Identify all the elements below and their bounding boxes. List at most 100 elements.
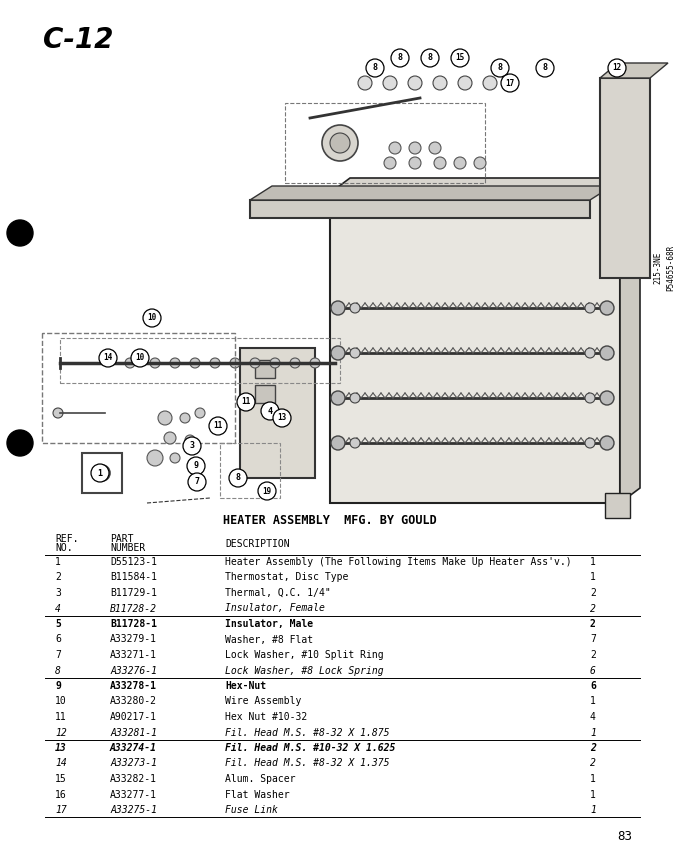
Circle shape	[483, 76, 497, 90]
Circle shape	[458, 76, 472, 90]
Circle shape	[389, 142, 401, 154]
Circle shape	[451, 49, 469, 67]
Text: A33278-1: A33278-1	[110, 681, 157, 691]
Text: A33282-1: A33282-1	[110, 774, 157, 784]
Text: Lock Washer, #10 Split Ring: Lock Washer, #10 Split Ring	[225, 650, 384, 660]
Circle shape	[350, 303, 360, 313]
Circle shape	[434, 157, 446, 169]
Circle shape	[125, 358, 135, 368]
Text: 8: 8	[498, 63, 503, 72]
Circle shape	[536, 59, 554, 77]
Text: 6: 6	[590, 681, 596, 691]
Circle shape	[258, 482, 276, 500]
Circle shape	[229, 469, 247, 487]
Circle shape	[164, 432, 176, 444]
Circle shape	[600, 301, 614, 315]
Text: B11728-1: B11728-1	[110, 619, 157, 629]
Text: Alum. Spacer: Alum. Spacer	[225, 774, 296, 784]
Text: 215-3NE
P54655-68R: 215-3NE P54655-68R	[653, 245, 675, 291]
Text: Lock Washer, #8 Lock Spring: Lock Washer, #8 Lock Spring	[225, 666, 384, 675]
Text: 13: 13	[277, 414, 287, 422]
Circle shape	[600, 436, 614, 450]
Circle shape	[185, 435, 195, 445]
Bar	[255, 360, 275, 378]
Text: 2: 2	[590, 603, 596, 613]
Circle shape	[600, 391, 614, 405]
Text: 2: 2	[590, 650, 596, 660]
Circle shape	[190, 358, 200, 368]
Bar	[255, 385, 275, 403]
Text: 10: 10	[135, 353, 145, 362]
Text: 17: 17	[55, 805, 67, 815]
Text: B11728-2: B11728-2	[110, 603, 157, 613]
Circle shape	[290, 358, 300, 368]
Circle shape	[408, 76, 422, 90]
Text: Fuse Link: Fuse Link	[225, 805, 278, 815]
Circle shape	[330, 133, 350, 153]
Text: A33275-1: A33275-1	[110, 805, 157, 815]
Bar	[600, 78, 650, 278]
Text: A33281-1: A33281-1	[110, 728, 157, 738]
Circle shape	[454, 157, 466, 169]
Circle shape	[331, 301, 345, 315]
Text: A33276-1: A33276-1	[110, 666, 157, 675]
Polygon shape	[600, 63, 668, 78]
Text: 4: 4	[55, 603, 61, 613]
Text: 1: 1	[55, 557, 61, 567]
Circle shape	[150, 358, 160, 368]
Text: B11584-1: B11584-1	[110, 572, 157, 583]
Bar	[220, 443, 280, 498]
Text: PART: PART	[110, 534, 133, 544]
Circle shape	[350, 393, 360, 403]
Circle shape	[188, 473, 206, 491]
Text: 13: 13	[55, 743, 67, 753]
Circle shape	[158, 411, 172, 425]
Text: 1: 1	[590, 774, 596, 784]
Circle shape	[237, 393, 255, 411]
Circle shape	[608, 59, 626, 77]
Text: DESCRIPTION: DESCRIPTION	[225, 539, 290, 549]
Text: 16: 16	[55, 789, 67, 800]
Text: Flat Washer: Flat Washer	[225, 789, 290, 800]
Text: 15: 15	[456, 53, 464, 63]
Bar	[60, 338, 340, 383]
Text: 8: 8	[398, 53, 403, 63]
Circle shape	[585, 393, 595, 403]
Text: 11: 11	[241, 397, 251, 407]
Text: 1: 1	[590, 697, 596, 706]
Bar	[250, 200, 590, 218]
Text: 5: 5	[55, 619, 61, 629]
Circle shape	[273, 409, 291, 427]
Circle shape	[7, 220, 33, 246]
Circle shape	[421, 49, 439, 67]
Text: 8: 8	[55, 666, 61, 675]
Circle shape	[383, 76, 397, 90]
Circle shape	[143, 309, 161, 327]
Circle shape	[331, 346, 345, 360]
Circle shape	[433, 76, 447, 90]
Circle shape	[131, 349, 149, 367]
Circle shape	[409, 157, 421, 169]
Text: B11729-1: B11729-1	[110, 588, 157, 598]
Text: A33273-1: A33273-1	[110, 758, 157, 769]
Text: 11: 11	[55, 712, 67, 722]
Text: Washer, #8 Flat: Washer, #8 Flat	[225, 635, 313, 644]
Bar	[330, 193, 620, 503]
Circle shape	[147, 450, 163, 466]
Text: 19: 19	[262, 486, 271, 496]
Text: C-12: C-12	[43, 26, 113, 54]
Circle shape	[384, 157, 396, 169]
Text: A90217-1: A90217-1	[110, 712, 157, 722]
Circle shape	[180, 413, 190, 423]
Polygon shape	[330, 178, 640, 193]
Circle shape	[230, 358, 240, 368]
Circle shape	[350, 438, 360, 448]
Text: 6: 6	[590, 666, 596, 675]
Text: D55123-1: D55123-1	[110, 557, 157, 567]
Circle shape	[322, 125, 358, 161]
Text: HEATER ASSEMBLY  MFG. BY GOULD: HEATER ASSEMBLY MFG. BY GOULD	[223, 515, 437, 528]
Text: 8: 8	[543, 63, 547, 72]
Text: 7: 7	[590, 635, 596, 644]
Text: Hex-Nut: Hex-Nut	[225, 681, 266, 691]
Text: REF.: REF.	[55, 534, 78, 544]
